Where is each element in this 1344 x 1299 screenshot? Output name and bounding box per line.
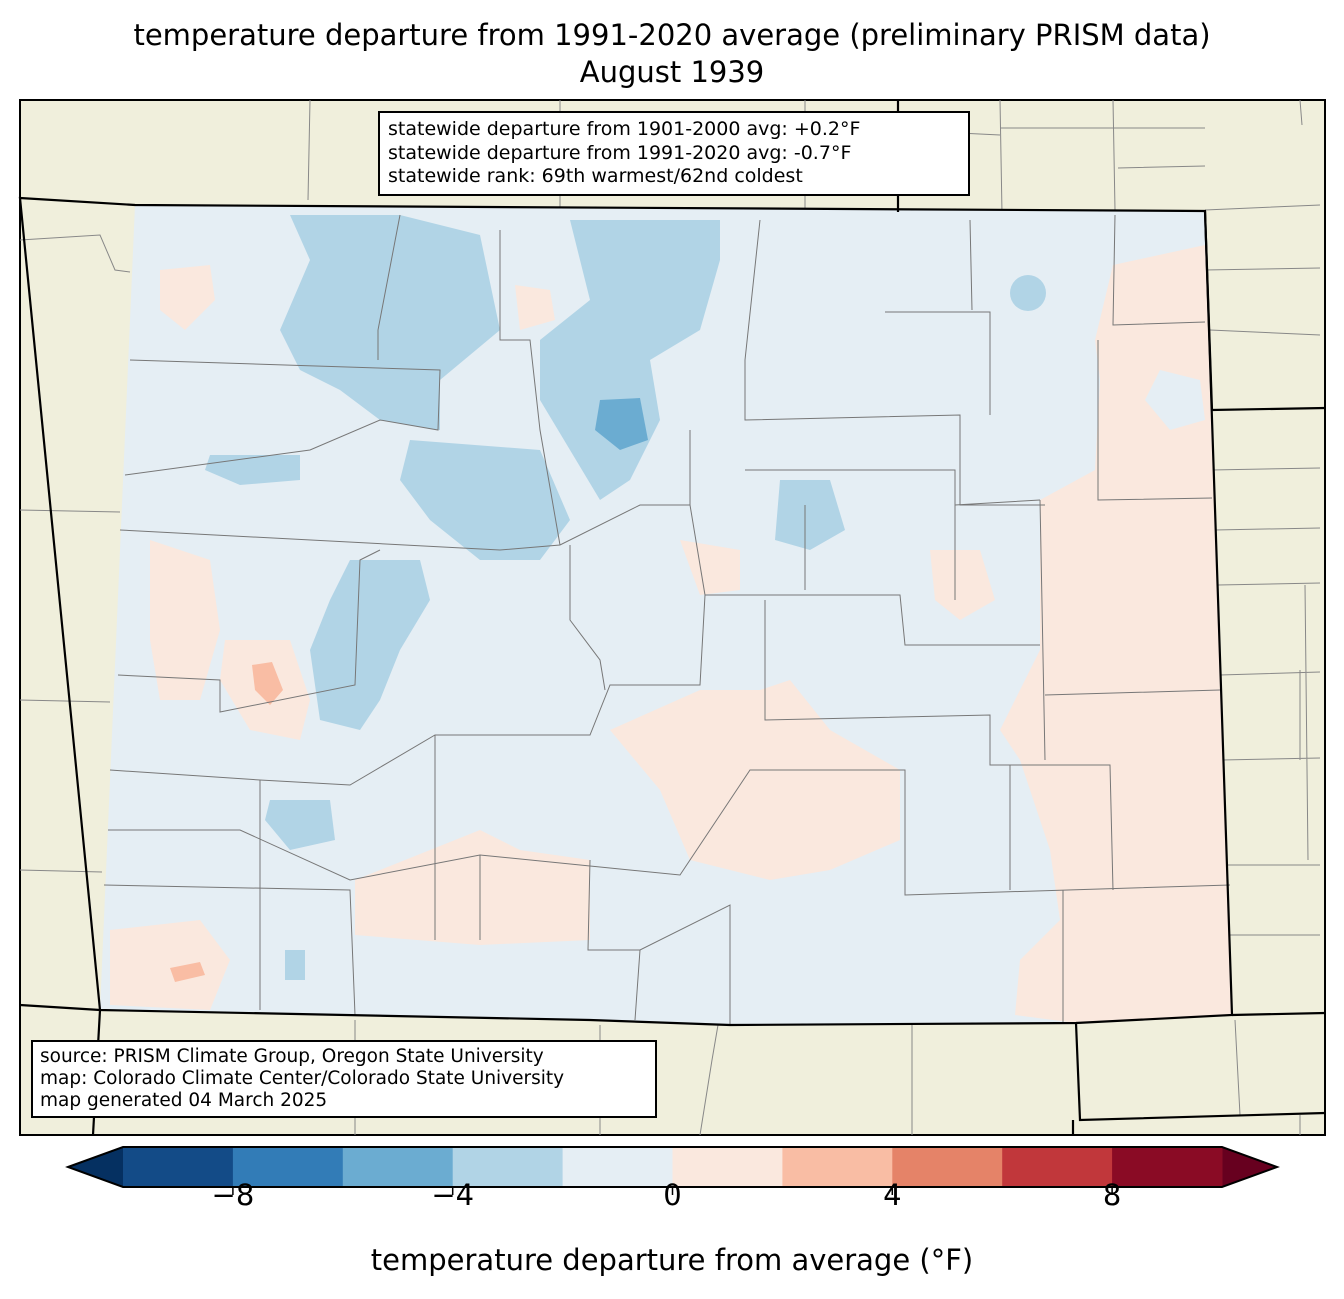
near-normal-area xyxy=(1145,370,1205,430)
colorbar-outline xyxy=(65,1146,1280,1188)
colorbar-tick-label: 0 xyxy=(663,1178,682,1212)
colorbar-segment xyxy=(892,1147,1003,1187)
colorbar-tick-label: −8 xyxy=(211,1178,255,1212)
cool-anomaly-areas xyxy=(205,215,1046,980)
county-lines xyxy=(103,214,1231,1025)
colorbar-under-arrow xyxy=(68,1147,123,1187)
warmer-anomaly-areas xyxy=(170,662,283,982)
map-credit-line: map: Colorado Climate Center/Colorado St… xyxy=(40,1068,565,1089)
colorbar-segment xyxy=(232,1147,344,1187)
colorbar-segment xyxy=(672,1147,783,1187)
colorado-map xyxy=(18,99,1326,1136)
colorbar-label: temperature departure from average (°F) xyxy=(370,1243,974,1277)
colorbar-segment xyxy=(1002,1147,1113,1187)
stat-rank: statewide rank: 69th warmest/62nd coldes… xyxy=(388,165,803,187)
statewide-stats-box: statewide departure from 1901-2000 avg: … xyxy=(378,111,970,196)
colorbar-segment xyxy=(123,1147,234,1187)
stat-departure-1901-2000: statewide departure from 1901-2000 avg: … xyxy=(388,118,861,140)
colorbar-tick-label: 4 xyxy=(883,1178,902,1212)
map-subtitle: August 1939 xyxy=(579,55,765,89)
generated-date-line: map generated 04 March 2025 xyxy=(40,1090,328,1111)
colorbar-segment xyxy=(782,1147,893,1187)
colorbar-tick-label: −4 xyxy=(431,1178,475,1212)
colorbar-segment xyxy=(562,1147,673,1187)
source-box: source: PRISM Climate Group, Oregon Stat… xyxy=(31,1040,657,1118)
colorbar xyxy=(65,1146,1280,1195)
map-title: temperature departure from 1991-2020 ave… xyxy=(133,18,1211,52)
colorbar-tick-label: 8 xyxy=(1102,1178,1122,1212)
cooler-anomaly-area xyxy=(595,398,648,450)
source-line: source: PRISM Climate Group, Oregon Stat… xyxy=(40,1046,544,1067)
colorbar-segment xyxy=(452,1147,564,1187)
colorbar-segment xyxy=(342,1147,454,1187)
stat-departure-1991-2020: statewide departure from 1991-2020 avg: … xyxy=(388,141,852,164)
colorbar-over-arrow xyxy=(1222,1147,1277,1187)
colorbar-segment xyxy=(1112,1147,1223,1187)
warm-anomaly-areas xyxy=(110,245,1232,1023)
